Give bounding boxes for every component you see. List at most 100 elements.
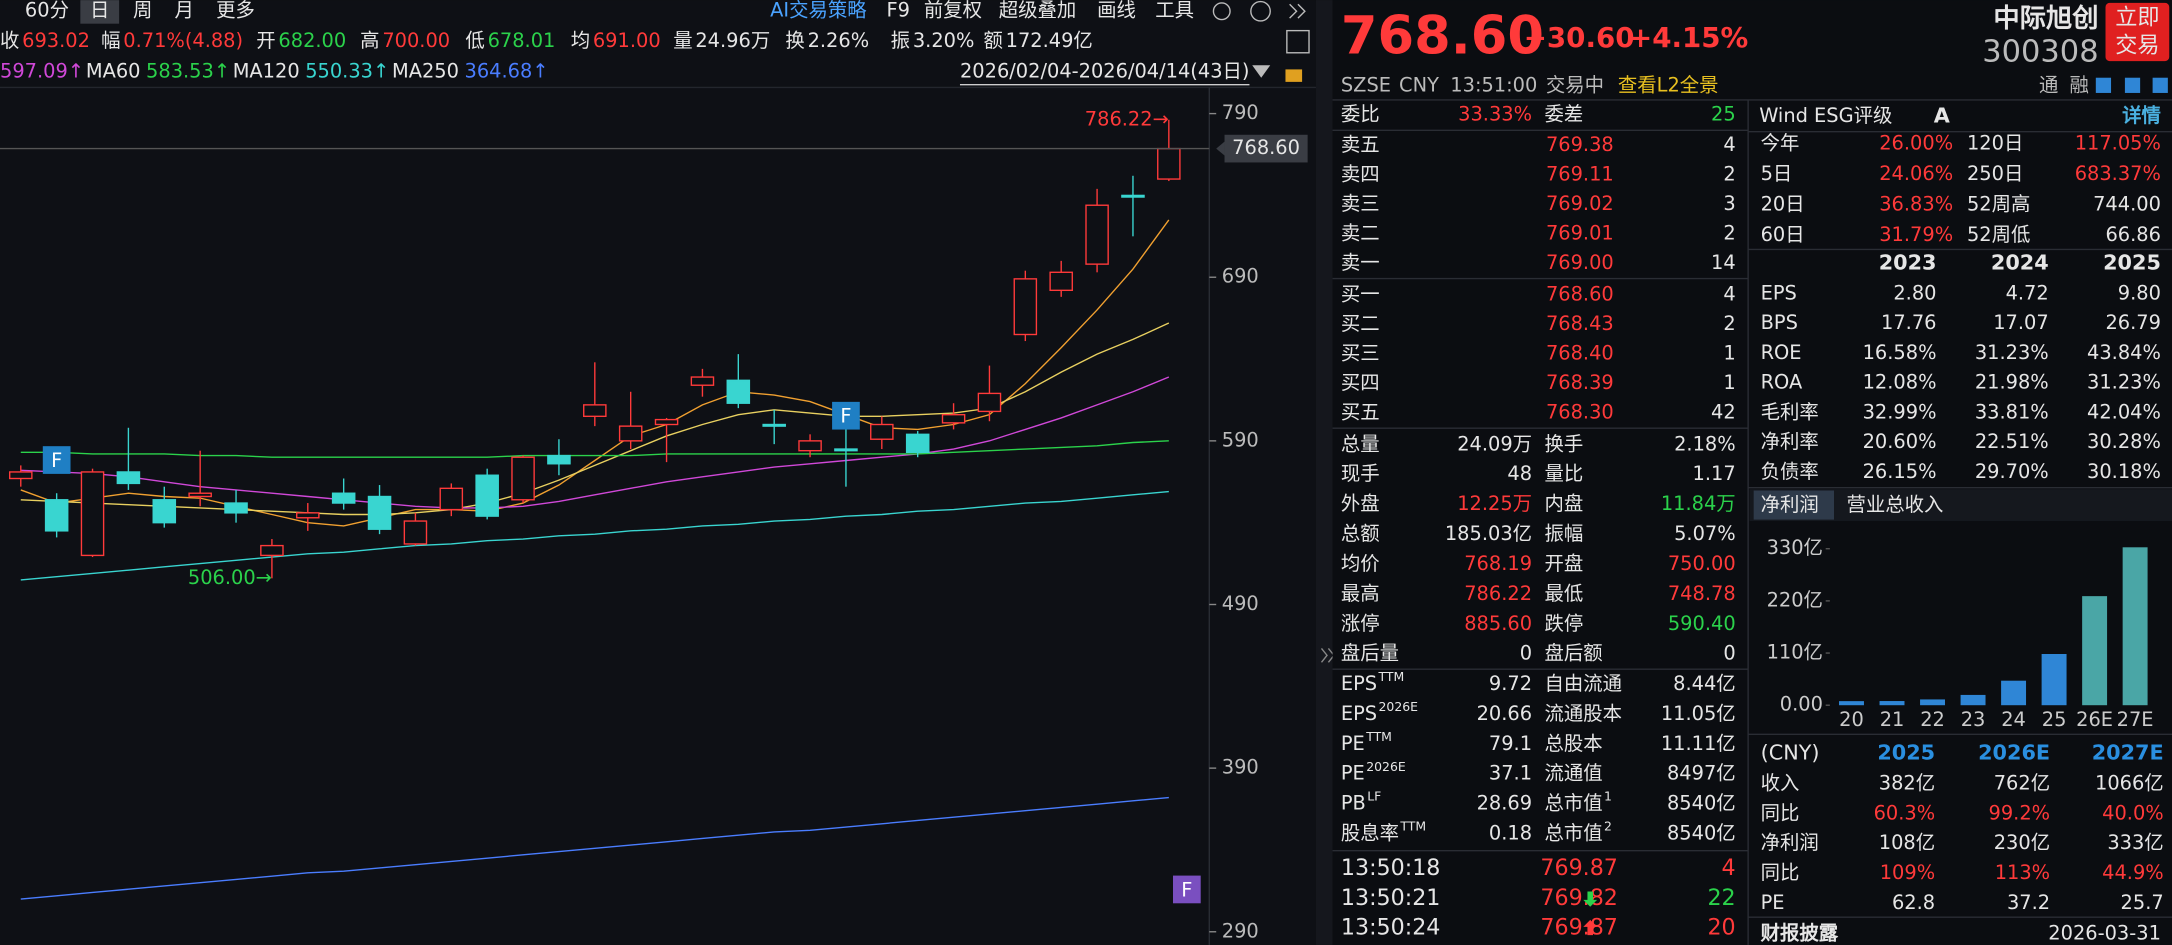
date-range[interactable]: 2026/02/04-2026/04/14(43日) bbox=[960, 60, 1249, 83]
stat-value: 11.05亿 bbox=[1661, 702, 1736, 725]
event-marker[interactable] bbox=[832, 401, 860, 430]
x-tick-label: 26E bbox=[2076, 708, 2113, 731]
candle-body bbox=[726, 379, 751, 404]
event-label[interactable]: F bbox=[1181, 878, 1192, 901]
candle-body bbox=[80, 471, 105, 557]
candle-body bbox=[1013, 278, 1038, 336]
fin-value: 30.18% bbox=[2087, 460, 2161, 483]
fin-value: 33.81% bbox=[1975, 400, 2049, 423]
fin-label: EPS bbox=[1761, 281, 1797, 304]
wp-icon[interactable] bbox=[1286, 29, 1310, 54]
tool-button[interactable]: 超级叠加 bbox=[999, 0, 1077, 22]
trade-button-label[interactable]: 立即 bbox=[2115, 5, 2159, 31]
period-tab[interactable]: 60分 bbox=[25, 0, 69, 22]
period-tab[interactable]: 更多 bbox=[216, 0, 255, 22]
stat-label: 换手 bbox=[1545, 432, 1584, 455]
candle-body bbox=[44, 499, 69, 532]
candle-body bbox=[224, 502, 248, 514]
stat-label: 最低 bbox=[1545, 582, 1584, 605]
forecast-header: 2027E bbox=[2092, 741, 2164, 765]
candle-body bbox=[152, 499, 177, 524]
tool-button[interactable]: 前复权 bbox=[924, 0, 982, 22]
extreme-label: 506.00→ bbox=[188, 566, 272, 589]
stat-label: 总市值 bbox=[1545, 822, 1603, 845]
candle-body bbox=[188, 492, 212, 498]
event-marker[interactable] bbox=[1172, 875, 1201, 904]
settings-icon[interactable] bbox=[1212, 2, 1231, 21]
y-tick-label: 330亿 bbox=[1767, 536, 1823, 559]
stat-sup: 2 bbox=[1604, 819, 1612, 834]
tool-button[interactable]: 工具 bbox=[1155, 0, 1194, 22]
x-tick-label: 20 bbox=[1839, 708, 1864, 731]
esg-link[interactable]: 详情 bbox=[2122, 104, 2161, 127]
stat-value: 748.78 bbox=[1668, 582, 1736, 605]
book-volume: 2 bbox=[1723, 163, 1735, 186]
candle-body bbox=[905, 433, 930, 454]
period-selected bbox=[80, 0, 120, 24]
y-tick-label: 110亿 bbox=[1767, 641, 1823, 664]
forecast-value: 230亿 bbox=[1994, 831, 2050, 854]
dropdown-icon[interactable] bbox=[1252, 65, 1271, 78]
event-label[interactable]: F bbox=[51, 449, 62, 472]
book-volume: 3 bbox=[1723, 192, 1735, 215]
y-tick-label: 490 bbox=[1222, 592, 1259, 615]
forecast-header: 2026E bbox=[1978, 741, 2050, 765]
forecast-label: 净利润 bbox=[1761, 831, 1819, 854]
stat-value: 1.17 bbox=[1693, 462, 1736, 485]
tool-button[interactable]: F9 bbox=[887, 0, 910, 22]
l2-link[interactable]: 查看L2全景 bbox=[1618, 74, 1719, 97]
candle-body bbox=[439, 487, 464, 511]
event-label[interactable]: F bbox=[840, 405, 851, 428]
period-tab[interactable]: 日 bbox=[90, 0, 109, 22]
forecast-value: 25.7 bbox=[2121, 891, 2164, 914]
y-tick-label: 220亿 bbox=[1767, 588, 1823, 611]
stat-label: 盘后额 bbox=[1545, 642, 1603, 665]
return-label: 20日 bbox=[1761, 193, 1805, 216]
return-label: 5日 bbox=[1761, 162, 1793, 185]
tool-icon[interactable] bbox=[2124, 77, 2141, 93]
fin-value: 17.07 bbox=[1993, 311, 2048, 334]
tab[interactable]: 营业总收入 bbox=[1846, 493, 1943, 516]
margin-flag: 融 bbox=[2069, 74, 2088, 97]
x-tick-label: 25 bbox=[2042, 708, 2067, 731]
book-label: 卖二 bbox=[1341, 222, 1380, 245]
help-icon[interactable] bbox=[1250, 0, 1271, 22]
period-tab[interactable]: 周 bbox=[133, 0, 152, 22]
tab[interactable]: 净利润 bbox=[1761, 493, 1819, 516]
book-label: 卖五 bbox=[1341, 133, 1380, 156]
candle-body bbox=[367, 495, 392, 530]
forecast-header: (CNY) bbox=[1761, 741, 1820, 765]
lock-icon[interactable] bbox=[1285, 69, 1303, 82]
fin-label: ROA bbox=[1761, 371, 1803, 394]
book-price: 768.39 bbox=[1546, 371, 1614, 394]
trade-price: 769.82 bbox=[1540, 885, 1618, 911]
tool-icon[interactable] bbox=[2095, 77, 2112, 93]
fin-label: BPS bbox=[1761, 311, 1798, 334]
tool-button[interactable]: 画线 bbox=[1097, 0, 1136, 22]
info-label: 开 bbox=[256, 29, 275, 52]
return-value: 31.79% bbox=[1879, 223, 1953, 246]
book-label: 买四 bbox=[1341, 371, 1380, 394]
trade-button[interactable] bbox=[2105, 2, 2170, 62]
year-header: 2023 bbox=[1879, 250, 1937, 274]
event-marker[interactable] bbox=[42, 446, 71, 474]
forecast-value: 333亿 bbox=[2107, 831, 2163, 854]
fin-value: 26.79 bbox=[2105, 311, 2160, 334]
x-tick-label: 24 bbox=[2001, 708, 2026, 731]
stat-value: 8497亿 bbox=[1667, 762, 1736, 785]
trade-volume: 20 bbox=[1707, 915, 1735, 941]
stat-label: 涨停 bbox=[1341, 612, 1380, 635]
last-price-pointer bbox=[1216, 141, 1225, 156]
stat-label: PB bbox=[1341, 792, 1366, 815]
book-volume: 2 bbox=[1723, 312, 1735, 335]
more-icon[interactable] bbox=[1289, 3, 1306, 19]
period-tab[interactable]: 月 bbox=[175, 0, 194, 22]
trade-button-label[interactable]: 交易 bbox=[2115, 32, 2159, 58]
stat-label: 盘后量 bbox=[1341, 642, 1399, 665]
tool-icon[interactable] bbox=[2152, 77, 2168, 93]
tool-button[interactable]: AI交易策略 bbox=[770, 0, 867, 22]
info-value: 693.02 bbox=[22, 29, 90, 52]
margin-flag: 通 bbox=[2039, 74, 2058, 97]
forecast-value: 382亿 bbox=[1879, 772, 1935, 795]
forecast-label: 同比 bbox=[1761, 801, 1800, 824]
